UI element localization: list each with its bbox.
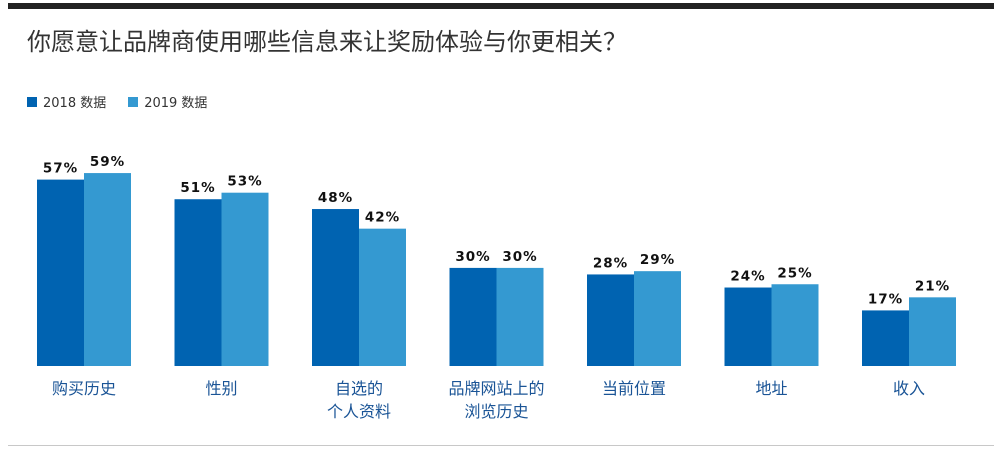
bar-value-label: 21% xyxy=(915,278,950,294)
legend-item-2019: 2019 数据 xyxy=(128,92,207,111)
bar-2018-3 xyxy=(449,267,497,366)
category-label: 自选的 xyxy=(335,379,383,398)
chart-title: 你愿意让品牌商使用哪些信息来让奖励体验与你更相关？ xyxy=(27,28,627,56)
bar-2019-3 xyxy=(496,267,544,366)
bar-2018-4 xyxy=(587,274,634,366)
legend-swatch-2018 xyxy=(27,96,37,107)
bar-2019-0 xyxy=(84,173,131,366)
top-rule xyxy=(8,3,994,9)
bar-value-label: 53% xyxy=(227,174,262,190)
category-label: 购买历史 xyxy=(52,379,116,398)
bar-value-label: 17% xyxy=(868,291,903,307)
legend: 2018 数据 2019 数据 xyxy=(27,92,229,111)
category-label: 个人资料 xyxy=(327,402,391,421)
bar-value-label: 51% xyxy=(180,180,215,196)
category-label: 品牌网站上的 xyxy=(448,379,544,398)
bar-value-label: 57% xyxy=(43,161,78,177)
bar-value-label: 30% xyxy=(455,249,490,265)
bar-value-label: 59% xyxy=(90,154,125,170)
bar-value-label: 42% xyxy=(365,210,400,226)
category-label: 浏览历史 xyxy=(464,402,528,421)
bar-value-label: 30% xyxy=(502,249,537,265)
bar-value-label: 48% xyxy=(318,190,353,206)
bar-2018-2 xyxy=(312,209,359,366)
bar-value-label: 29% xyxy=(640,252,675,268)
legend-label-2019: 2019 数据 xyxy=(144,96,208,111)
bar-2018-0 xyxy=(37,179,84,366)
bar-2018-1 xyxy=(174,199,222,366)
bar-value-label: 24% xyxy=(730,269,765,285)
category-label: 性别 xyxy=(205,379,237,398)
legend-item-2018: 2018 数据 xyxy=(27,92,106,111)
bar-2019-6 xyxy=(909,297,956,366)
bar-value-label: 28% xyxy=(593,255,628,271)
legend-swatch-2019 xyxy=(128,96,139,107)
bar-2019-2 xyxy=(359,228,406,366)
bar-value-label: 25% xyxy=(777,265,812,281)
bar-2019-1 xyxy=(221,192,269,366)
category-label: 收入 xyxy=(893,379,925,398)
bar-2018-6 xyxy=(862,310,909,366)
legend-label-2018: 2018 数据 xyxy=(43,96,107,111)
bar-2019-4 xyxy=(634,271,681,366)
category-label: 当前位置 xyxy=(602,379,666,398)
category-label: 地址 xyxy=(755,379,787,398)
bottom-rule xyxy=(8,445,994,446)
bar-2018-5 xyxy=(724,287,772,366)
bar-2019-5 xyxy=(771,284,819,366)
